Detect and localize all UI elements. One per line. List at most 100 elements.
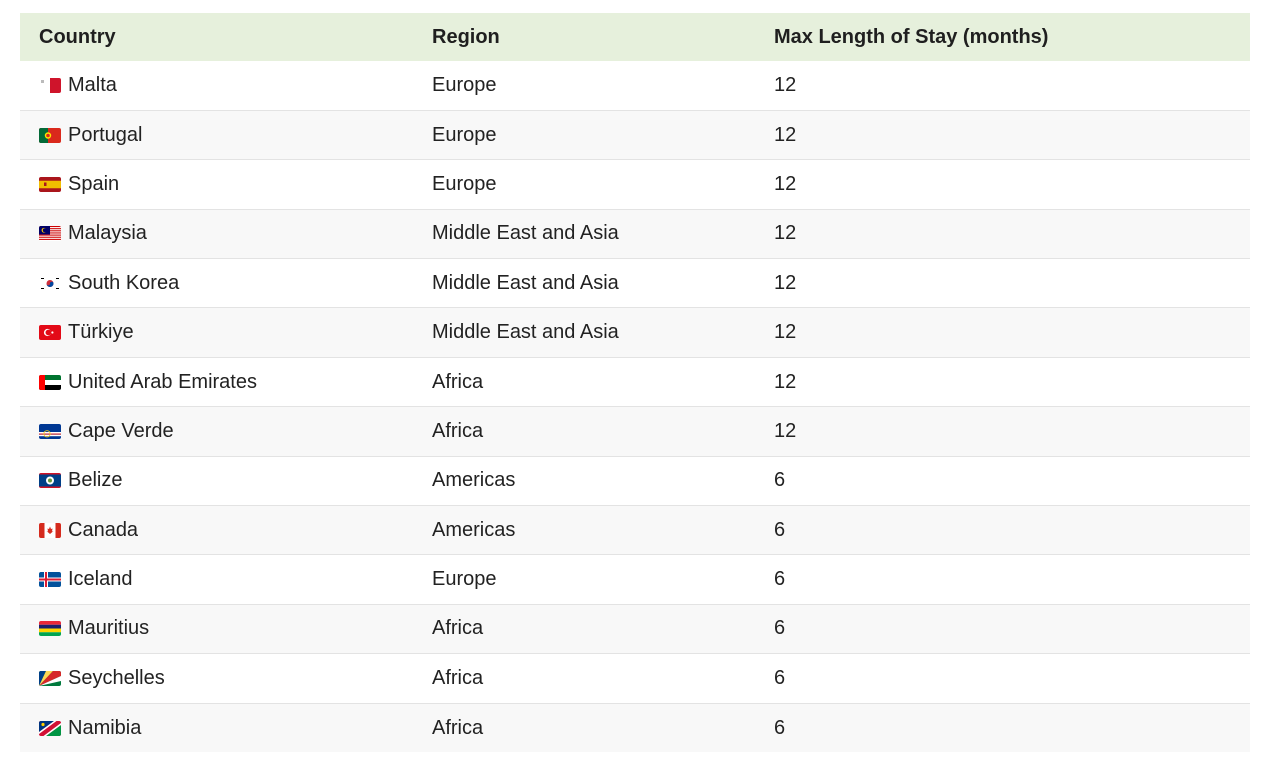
region-cell: Americas	[432, 518, 516, 541]
region-cell: Europe	[432, 172, 497, 195]
country-iceland: Iceland	[39, 568, 413, 591]
country-cell: Namibia	[20, 703, 413, 752]
max-stay-cell: 12	[774, 271, 797, 294]
country-name: Spain	[68, 172, 120, 195]
max-stay-cell: 6	[774, 568, 786, 591]
table-row: Namibia Africa 6	[20, 703, 1250, 753]
mauritius-flag-icon	[39, 621, 61, 637]
table-row: Cape Verde Africa 12	[20, 406, 1250, 457]
country-cell: Mauritius	[20, 604, 413, 653]
country-name: Mauritius	[68, 617, 150, 640]
region-cell: Europe	[432, 568, 497, 591]
country-name: Canada	[68, 518, 139, 541]
max-stay-cell: 6	[774, 617, 786, 640]
max-stay-cell: 12	[774, 370, 797, 393]
country-cell: Malta	[20, 61, 413, 110]
region-cell: Europe	[432, 73, 497, 96]
country-name: Cape Verde	[68, 419, 174, 442]
table-row: South Korea Middle East and Asia 12	[20, 259, 1250, 308]
table-body: Malta Europe 12 Portugal Europe 12 Spain Europe…	[20, 61, 1250, 753]
max-stay-cell: 12	[774, 321, 797, 344]
max-stay-cell: 6	[774, 716, 786, 739]
country-belize: Belize	[39, 469, 413, 492]
table-row: Mauritius Africa 6	[20, 604, 1250, 654]
table-row: Belize Americas 6	[20, 456, 1250, 506]
canada-flag-icon	[39, 522, 61, 538]
country-cell: Malaysia	[20, 209, 413, 258]
country-united-arab-emirates: United Arab Emirates	[39, 371, 413, 394]
region-cell: Africa	[432, 419, 484, 442]
max-stay-cell: 6	[774, 518, 786, 541]
malta-flag-icon	[39, 77, 61, 93]
country-name: Iceland	[68, 568, 133, 591]
max-stay-cell: 12	[774, 222, 797, 245]
table-row: Iceland Europe 6	[20, 555, 1250, 605]
max-stay-cell: 6	[774, 469, 786, 492]
country-cell: Portugal	[20, 110, 413, 159]
country-name: Malta	[68, 73, 117, 96]
max-stay-cell: 12	[774, 419, 797, 442]
seychelles-flag-icon	[39, 670, 61, 686]
region-cell: Africa	[432, 666, 484, 689]
table-row: Canada Americas 6	[20, 505, 1250, 555]
country-canada: Canada	[39, 519, 413, 542]
visa-stay-table-container: Country Region Max Length of Stay (month…	[20, 13, 1250, 753]
country-cell: Cape Verde	[20, 407, 413, 456]
table-row: Malta Europe 12	[20, 61, 1250, 111]
namibia-flag-icon	[39, 720, 61, 736]
country-cape-verde: Cape Verde	[39, 420, 413, 443]
max-stay-cell: 12	[774, 73, 797, 96]
region-cell: Africa	[432, 617, 484, 640]
country-spain: Spain	[39, 173, 413, 196]
country-turkiye: Türkiye	[39, 321, 413, 344]
country-name: Malaysia	[68, 222, 147, 245]
country-mauritius: Mauritius	[39, 617, 413, 640]
country-name: United Arab Emirates	[68, 370, 257, 393]
country-cell: United Arab Emirates	[20, 357, 413, 406]
country-cell: Iceland	[20, 555, 413, 604]
max-stay-cell: 12	[774, 172, 797, 195]
country-name: South Korea	[68, 271, 180, 294]
table-row: Spain Europe 12	[20, 160, 1250, 210]
cape-verde-flag-icon	[39, 423, 61, 439]
region-cell: Europe	[432, 123, 497, 146]
spain-flag-icon	[39, 176, 61, 192]
column-header-country[interactable]: Country	[39, 25, 116, 48]
country-cell: South Korea	[20, 259, 413, 308]
country-cell: Spain	[20, 160, 413, 209]
column-header-max-stay[interactable]: Max Length of Stay (months)	[774, 25, 1049, 48]
malaysia-flag-icon	[39, 226, 61, 242]
country-name: Portugal	[68, 123, 143, 146]
country-name: Belize	[68, 469, 123, 492]
uae-flag-icon	[39, 374, 61, 390]
south-korea-flag-icon	[39, 275, 61, 291]
country-cell: Belize	[20, 456, 413, 505]
region-cell: Middle East and Asia	[432, 321, 619, 344]
turkiye-flag-icon	[39, 325, 61, 341]
belize-flag-icon	[39, 473, 61, 489]
region-cell: Middle East and Asia	[432, 222, 619, 245]
header-row: Country Region Max Length of Stay (month…	[20, 13, 1250, 61]
table-row: Portugal Europe 12	[20, 110, 1250, 160]
table-row: Türkiye Middle East and Asia 12	[20, 307, 1250, 358]
country-cell: Türkiye	[20, 308, 413, 357]
table-row: United Arab Emirates Africa 12	[20, 357, 1250, 407]
portugal-flag-icon	[39, 127, 61, 143]
table-header: Country Region Max Length of Stay (month…	[20, 13, 1250, 61]
max-stay-cell: 12	[774, 123, 797, 146]
country-south-korea: South Korea	[39, 272, 413, 295]
region-cell: Africa	[432, 370, 484, 393]
max-stay-cell: 6	[774, 666, 786, 689]
country-namibia: Namibia	[39, 717, 413, 740]
visa-stay-table: Country Region Max Length of Stay (month…	[20, 13, 1250, 753]
country-cell: Canada	[20, 506, 413, 555]
country-name: Namibia	[68, 716, 142, 739]
country-malta: Malta	[39, 74, 413, 97]
country-cell: Seychelles	[20, 654, 413, 703]
region-cell: Africa	[432, 716, 484, 739]
region-cell: Americas	[432, 469, 516, 492]
table-row: Seychelles Africa 6	[20, 654, 1250, 704]
column-header-region[interactable]: Region	[432, 25, 500, 48]
table-row: Malaysia Middle East and Asia 12	[20, 209, 1250, 259]
country-name: Türkiye	[68, 321, 134, 344]
